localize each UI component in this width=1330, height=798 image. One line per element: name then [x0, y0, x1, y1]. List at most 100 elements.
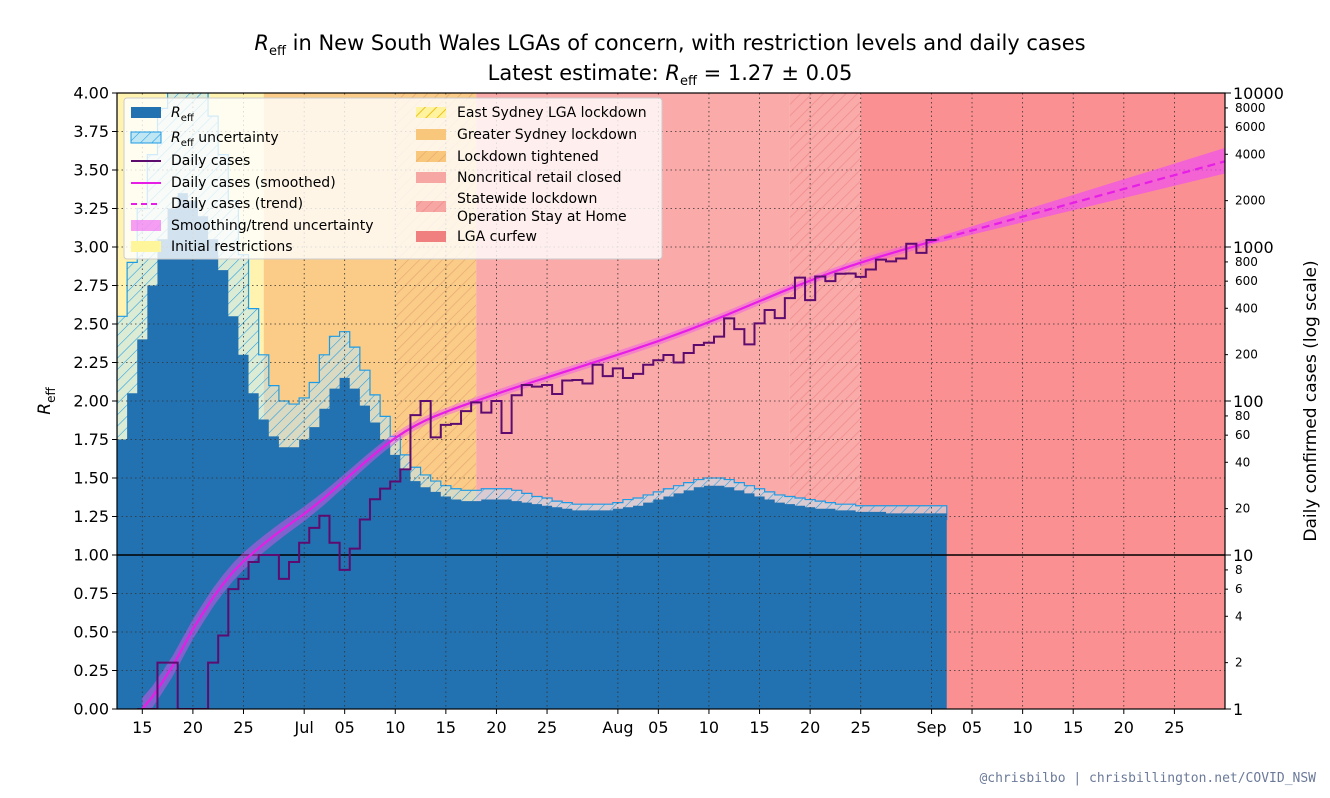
- x-tick-label-15: Sep: [916, 718, 946, 737]
- legend-swatch-reff: [131, 107, 161, 118]
- legend-swatch-reff-unc-hatch: [131, 132, 161, 143]
- legend-label-initial: Initial restrictions: [171, 239, 293, 255]
- y-tick-label-11: 2.75: [73, 276, 109, 295]
- chart-title: Reff in New South Wales LGAs of concern,…: [254, 31, 1085, 59]
- y-axis-left: 0.00 0.25 0.50 0.75 1.00 1.25 1.50 1.75 2.00 2.25…: [73, 84, 117, 719]
- y2-minor-tick-label-14: 6000: [1235, 120, 1266, 134]
- y2-minor-tick-label-11: 800: [1235, 255, 1258, 269]
- chart-subtitle: Latest estimate: Reff = 1.27 ± 0.05: [488, 61, 853, 89]
- legend-swatch-initial: [131, 241, 161, 252]
- legend-label-statewide-line2: Operation Stay at Home: [457, 209, 627, 225]
- y2-minor-tick-label-12: 2000: [1235, 194, 1266, 208]
- y-tick-label-1: 0.25: [73, 661, 109, 680]
- x-tick-label-2: 25: [233, 718, 253, 737]
- y-tick-label-7: 1.75: [73, 430, 109, 449]
- legend-swatch-curfew: [416, 231, 446, 242]
- daily-cases-line: [137, 239, 937, 709]
- x-tick-label-19: 20: [1114, 718, 1134, 737]
- x-tick-label-0: 15: [132, 718, 152, 737]
- y-tick-label-16: 4.00: [73, 84, 109, 103]
- x-tick-label-10: 05: [648, 718, 668, 737]
- y2-minor-tick-label-4: 20: [1235, 502, 1250, 516]
- y-tick-label-0: 0.00: [73, 700, 109, 719]
- smoothed-line: [141, 240, 932, 709]
- y-tick-label-2: 0.50: [73, 623, 109, 642]
- daily-cases-series: [137, 239, 937, 709]
- legend-swatch-smooth-unc: [131, 220, 161, 231]
- x-tick-label-8: 25: [537, 718, 557, 737]
- y2-major-tick-label-1: 10: [1233, 546, 1253, 565]
- y-tick-label-3: 0.75: [73, 584, 109, 603]
- x-tick-label-12: 15: [749, 718, 769, 737]
- legend-label-east: East Sydney LGA lockdown: [457, 105, 647, 121]
- legend: Reff Reff uncertainty Daily cases Daily cas…: [123, 97, 663, 260]
- legend-frame: [123, 97, 663, 260]
- y2-minor-tick-label-0: 2: [1235, 656, 1243, 670]
- y2-minor-tick-label-15: 8000: [1235, 101, 1266, 115]
- y2-minor-tick-label-8: 200: [1235, 348, 1258, 362]
- x-tick-label-6: 15: [436, 718, 456, 737]
- legend-label-statewide: Statewide lockdown: [457, 191, 597, 207]
- legend-swatch-statewide-hatch: [416, 201, 446, 212]
- y2-minor-tick-label-3: 8: [1235, 563, 1243, 577]
- y-tick-label-15: 3.75: [73, 122, 109, 141]
- reff-series: [117, 193, 947, 709]
- y-axis-label: Reff: [35, 387, 58, 415]
- y2-minor-tick-label-10: 600: [1235, 274, 1258, 288]
- legend-label-curfew: LGA curfew: [457, 229, 537, 245]
- x-axis: 15 20 25 Jul 05 10 15 20 25 Aug 05 10 15 20 25 Sep 05 10 1…: [132, 709, 1185, 737]
- x-tick-label-20: 25: [1164, 718, 1184, 737]
- legend-swatch-retail: [416, 172, 446, 183]
- y2-major-tick-label-4: 10000: [1233, 84, 1284, 103]
- legend-swatch-east-hatch: [416, 107, 446, 118]
- legend-label-reff: Reff: [171, 105, 195, 124]
- y2-minor-tick-label-6: 60: [1235, 428, 1250, 442]
- x-tick-label-17: 10: [1012, 718, 1032, 737]
- legend-label-greater: Greater Sydney lockdown: [457, 127, 637, 143]
- y2-major-tick-label-0: 1: [1233, 700, 1243, 719]
- credit: @chrisbilbo | chrisbillington.net/COVID_…: [979, 771, 1316, 786]
- y2-minor-tick-label-5: 40: [1235, 455, 1250, 469]
- y-tick-label-14: 3.50: [73, 161, 109, 180]
- legend-label-reff-unc: Reff uncertainty: [171, 130, 279, 149]
- y-tick-label-6: 1.50: [73, 469, 109, 488]
- legend-label-smooth-unc: Smoothing/trend uncertainty: [171, 218, 374, 234]
- x-tick-label-3: Jul: [294, 718, 314, 737]
- legend-label-smoothed: Daily cases (smoothed): [171, 175, 336, 191]
- y2-minor-tick-label-2: 6: [1235, 582, 1243, 596]
- y2-major-tick-label-3: 1000: [1233, 238, 1274, 257]
- y2-minor-tick-label-13: 4000: [1235, 147, 1266, 161]
- trend-uncertainty-band: [931, 147, 1225, 245]
- smoothed-cases: [141, 147, 1225, 709]
- y2-minor-tick-label-9: 400: [1235, 301, 1258, 315]
- y2-axis-label: Daily confirmed cases (log scale): [1301, 260, 1321, 541]
- x-tick-label-4: 05: [334, 718, 354, 737]
- trend-line: [931, 160, 1225, 243]
- y2-minor-tick-label-7: 80: [1235, 409, 1250, 423]
- x-tick-label-7: 20: [486, 718, 506, 737]
- x-tick-label-1: 20: [183, 718, 203, 737]
- y-tick-label-4: 1.00: [73, 546, 109, 565]
- legend-swatch-tightened-hatch: [416, 151, 446, 162]
- x-tick-label-9: Aug: [602, 718, 633, 737]
- y-axis-right: 1 10 100 1000 10000 2 4 6 8 20 40 60 80 200 400 600 800 2…: [1225, 84, 1284, 719]
- legend-swatch-greater: [416, 129, 446, 140]
- x-tick-label-14: 25: [851, 718, 871, 737]
- legend-label-retail: Noncritical retail closed: [457, 170, 622, 186]
- legend-label-trend: Daily cases (trend): [171, 196, 303, 212]
- y-tick-label-13: 3.25: [73, 199, 109, 218]
- y-tick-label-8: 2.00: [73, 392, 109, 411]
- legend-label-cases: Daily cases: [171, 153, 250, 169]
- x-tick-label-13: 20: [800, 718, 820, 737]
- y2-major-tick-label-2: 100: [1233, 392, 1264, 411]
- y-tick-label-5: 1.25: [73, 507, 109, 526]
- y2-minor-tick-label-1: 4: [1235, 609, 1243, 623]
- legend-label-tightened: Lockdown tightened: [457, 149, 599, 165]
- y-tick-label-12: 3.00: [73, 238, 109, 257]
- reff-area: [117, 193, 947, 709]
- x-tick-label-11: 10: [699, 718, 719, 737]
- x-tick-label-5: 10: [385, 718, 405, 737]
- y-tick-label-9: 2.25: [73, 353, 109, 372]
- x-tick-label-16: 05: [962, 718, 982, 737]
